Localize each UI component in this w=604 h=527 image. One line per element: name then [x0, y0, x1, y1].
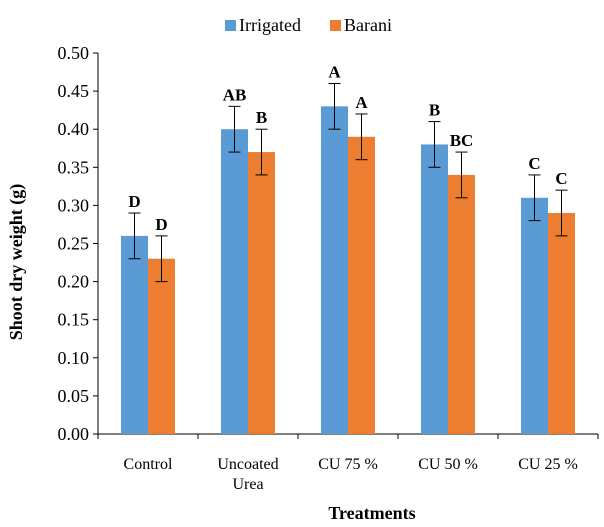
significance-letter: BC: [450, 131, 474, 150]
significance-letter: D: [128, 192, 140, 211]
x-tick-label: Urea: [232, 476, 263, 493]
significance-letter: B: [256, 108, 267, 127]
bar-barani: [248, 152, 275, 434]
legend-label-irrigated: Irrigated: [239, 15, 301, 35]
y-tick-label: 0.05: [58, 386, 90, 406]
bar-irrigated: [121, 235, 148, 434]
y-tick-label: 0.10: [58, 348, 90, 368]
y-tick-label: 0.00: [58, 424, 90, 444]
y-tick-label: 0.40: [58, 119, 90, 139]
bar-irrigated: [521, 197, 548, 434]
significance-letter: C: [528, 154, 540, 173]
legend-swatch-barani: [330, 20, 341, 31]
y-tick-label: 0.15: [58, 310, 90, 330]
bar-irrigated: [221, 129, 248, 434]
x-tick-label: CU 50 %: [418, 456, 478, 473]
y-tick-label: 0.50: [58, 43, 90, 63]
bar-irrigated: [321, 106, 348, 434]
y-tick-label: 0.35: [58, 157, 90, 177]
bar-barani: [148, 258, 175, 434]
significance-letter: C: [555, 169, 567, 188]
significance-letter: B: [429, 101, 440, 120]
y-tick-label: 0.45: [58, 81, 90, 101]
x-tick-label: CU 75 %: [318, 456, 378, 473]
significance-letter: A: [355, 93, 368, 112]
x-axis-label: Treatments: [328, 503, 415, 523]
y-tick-label: 0.25: [58, 234, 90, 254]
bar-irrigated: [421, 144, 448, 434]
x-tick-label: Control: [124, 456, 173, 473]
significance-letter: D: [155, 215, 167, 234]
x-tick-label: Uncoated: [217, 456, 278, 473]
y-axis: 0.00 0.05 0.10 0.15 0.20 0.25 0.30 0.35 0.40 0.45…: [58, 43, 99, 444]
legend-label-barani: Barani: [344, 15, 392, 35]
bar-barani: [448, 174, 475, 435]
x-tick-label: CU 25 %: [518, 456, 578, 473]
significance-letter: AB: [223, 85, 247, 104]
legend-swatch-irrigated: [225, 20, 236, 31]
significance-letter: A: [328, 62, 341, 81]
y-tick-label: 0.30: [58, 195, 90, 215]
y-axis-label: Shoot dry weight (g): [6, 184, 27, 341]
bar-barani: [548, 213, 575, 434]
bar-barani: [348, 136, 375, 434]
y-tick-label: 0.20: [58, 272, 90, 292]
legend: Irrigated Barani: [225, 15, 392, 35]
x-axis: Control Uncoated Urea CU 75 % CU 50 % CU 25 %: [97, 433, 599, 493]
